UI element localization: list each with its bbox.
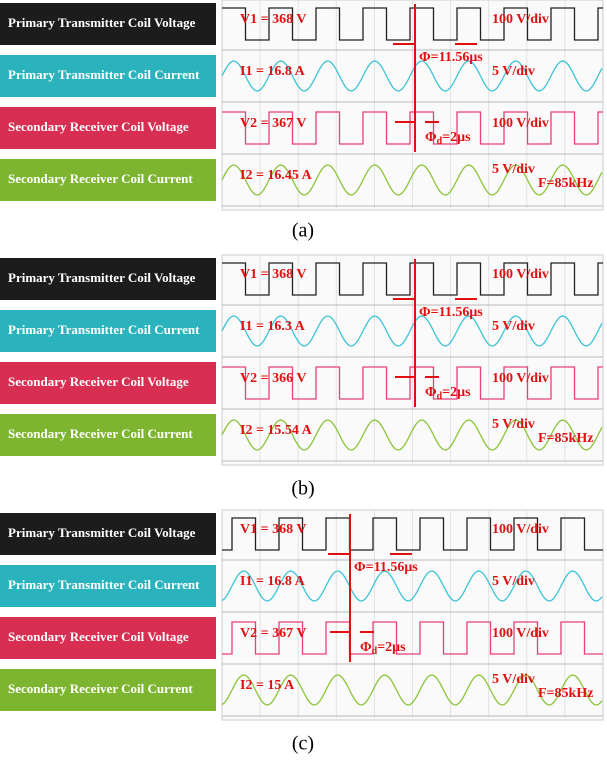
reading: V1 = 368 V xyxy=(240,267,306,282)
signal-label: Primary Transmitter Coil Current xyxy=(8,577,200,592)
reading: I1 = 16.3 A xyxy=(240,319,306,334)
reading: V1 = 368 V xyxy=(240,12,306,27)
signal-label: Secondary Receiver Coil Voltage xyxy=(8,629,189,644)
delay-text: Φd=2μs xyxy=(360,640,406,657)
reading: I2 = 16.45 A xyxy=(240,168,313,183)
signal-label: Primary Transmitter Coil Current xyxy=(8,67,200,82)
scale: 100 V/div xyxy=(492,116,549,131)
scale: 5 V/div xyxy=(492,417,535,432)
delay-value: =2μs xyxy=(442,130,471,145)
signal-label: Secondary Receiver Coil Current xyxy=(8,171,193,186)
frequency: F=85kHz xyxy=(538,686,593,701)
frequency: F=85kHz xyxy=(538,176,593,191)
scale: 5 V/div xyxy=(492,574,535,589)
signal-label: Secondary Receiver Coil Voltage xyxy=(8,374,189,389)
delay-symbol: Φ xyxy=(425,130,437,145)
scale: 5 V/div xyxy=(492,319,535,334)
scale: 5 V/div xyxy=(492,64,535,79)
delay-text: Φd=2μs xyxy=(425,130,471,147)
scale: 100 V/div xyxy=(492,371,549,386)
reading: V2 = 367 V xyxy=(240,626,306,641)
signal-label: Secondary Receiver Coil Voltage xyxy=(8,119,189,134)
signal-label: Primary Transmitter Coil Voltage xyxy=(8,15,196,30)
phase-text: Φ=11.56μs xyxy=(419,50,483,65)
reading: V1 = 368 V xyxy=(240,522,306,537)
delay-value: =2μs xyxy=(442,385,471,400)
signal-label: Primary Transmitter Coil Current xyxy=(8,322,200,337)
frequency: F=85kHz xyxy=(538,431,593,446)
scale: 100 V/div xyxy=(492,267,549,282)
reading: I2 = 15 A xyxy=(240,678,295,693)
page: {"panels": [ {"caption": "(a)", "rows": … xyxy=(0,0,607,761)
scale: 5 V/div xyxy=(492,672,535,687)
caption: (b) xyxy=(291,478,314,500)
reading: I2 = 15.54 A xyxy=(240,423,313,438)
signal-label: Secondary Receiver Coil Current xyxy=(8,681,193,696)
delay-symbol: Φ xyxy=(425,385,437,400)
figure: Primary Transmitter Coil Voltage V1 = 368… xyxy=(0,0,607,761)
reading: I1 = 16.8 A xyxy=(240,574,306,589)
delay-symbol: Φ xyxy=(360,640,372,655)
delay-value: =2μs xyxy=(377,640,406,655)
signal-label: Secondary Receiver Coil Current xyxy=(8,426,193,441)
reading: I1 = 16.8 A xyxy=(240,64,306,79)
phase-text: Φ=11.56μs xyxy=(419,305,483,320)
signal-label: Primary Transmitter Coil Voltage xyxy=(8,525,196,540)
signal-label: Primary Transmitter Coil Voltage xyxy=(8,270,196,285)
reading: V2 = 366 V xyxy=(240,371,306,386)
caption: (c) xyxy=(292,733,314,755)
reading: V2 = 367 V xyxy=(240,116,306,131)
caption: (a) xyxy=(292,220,314,242)
scale: 100 V/div xyxy=(492,12,549,27)
scale: 100 V/div xyxy=(492,626,549,641)
scale: 100 V/div xyxy=(492,522,549,537)
delay-text: Φd=2μs xyxy=(425,385,471,402)
phase-text: Φ=11.56μs xyxy=(354,560,418,575)
scale: 5 V/div xyxy=(492,162,535,177)
